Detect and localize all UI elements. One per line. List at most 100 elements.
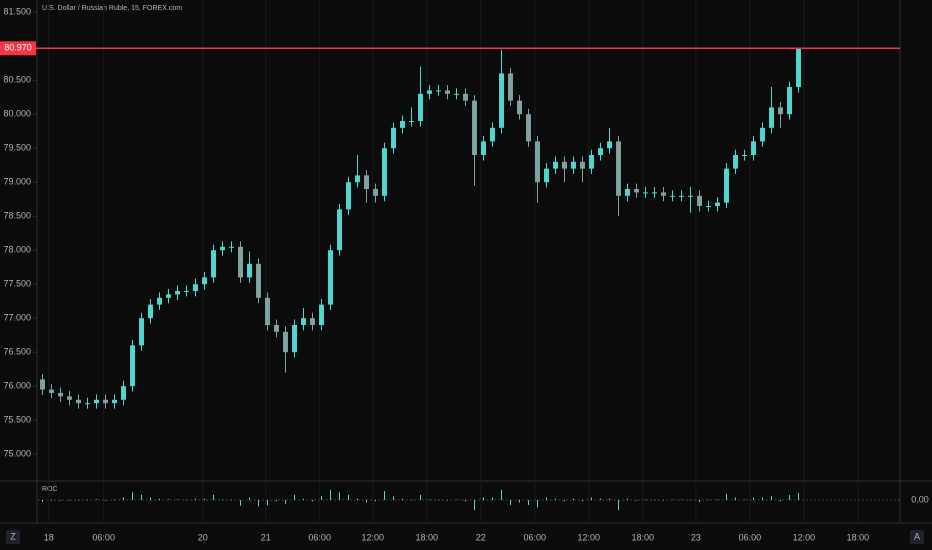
candle-body bbox=[598, 148, 603, 156]
price-label-box bbox=[0, 41, 36, 56]
candle-body bbox=[544, 168, 549, 183]
candle-body bbox=[301, 318, 306, 325]
candle-body bbox=[751, 141, 756, 156]
button[interactable] bbox=[6, 530, 20, 544]
candle-body bbox=[346, 182, 351, 210]
candle-body bbox=[553, 161, 558, 169]
candle-body bbox=[193, 284, 198, 291]
candle-body bbox=[517, 100, 522, 115]
candle-body bbox=[202, 277, 207, 285]
candle-body bbox=[742, 155, 747, 157]
x-tick-label: 18:00 bbox=[632, 532, 655, 542]
candle-body bbox=[157, 297, 162, 305]
candle-body bbox=[490, 127, 495, 142]
y-tick-label: 81.500 bbox=[3, 7, 31, 17]
candle-body bbox=[733, 155, 738, 169]
x-tick-label: 12:00 bbox=[362, 532, 385, 542]
candle-body bbox=[67, 396, 72, 400]
button[interactable] bbox=[910, 530, 924, 544]
y-tick-label: 79.000 bbox=[3, 177, 31, 187]
candle-body bbox=[112, 399, 117, 404]
x-tick-label: 18:00 bbox=[847, 532, 870, 542]
candle-body bbox=[634, 189, 639, 193]
candle-body bbox=[427, 90, 432, 94]
candle-body bbox=[283, 331, 288, 353]
price-label: 80.970 bbox=[4, 43, 32, 53]
x-tick-label: 06:00 bbox=[308, 532, 331, 542]
x-tick-label: 06:00 bbox=[92, 532, 115, 542]
candle-body bbox=[787, 87, 792, 115]
candle-body bbox=[697, 195, 702, 207]
candle-body bbox=[103, 399, 108, 404]
candle-body bbox=[247, 263, 252, 278]
candle-body bbox=[472, 100, 477, 156]
candle-body bbox=[571, 161, 576, 169]
x-tick-label: 23 bbox=[691, 532, 701, 542]
y-tick-label: 80.000 bbox=[3, 109, 31, 119]
candle-body bbox=[337, 209, 342, 251]
candle-body bbox=[526, 114, 531, 142]
candle-body bbox=[508, 73, 513, 101]
candle-body bbox=[355, 175, 360, 183]
candle-body bbox=[391, 127, 396, 149]
candle-body bbox=[265, 297, 270, 325]
candle-body bbox=[58, 392, 63, 397]
y-tick-label: 76.500 bbox=[3, 347, 31, 357]
y-tick-label: 78.000 bbox=[3, 245, 31, 255]
y-tick-label: 77.500 bbox=[3, 279, 31, 289]
y-tick-label: 76.000 bbox=[3, 381, 31, 391]
chart-title: U.S. Dollar / Russian Ruble, 15, FOREX.c… bbox=[42, 5, 182, 12]
button-label[interactable]: A bbox=[914, 531, 920, 541]
candle-body bbox=[589, 155, 594, 169]
candle-body bbox=[310, 318, 315, 325]
indicator-tick-label: 0.00 bbox=[911, 494, 929, 504]
candle-body bbox=[463, 93, 468, 101]
y-tick-label: 80.500 bbox=[3, 75, 31, 85]
candle-body bbox=[760, 127, 765, 142]
x-tick-label: 21 bbox=[261, 532, 271, 542]
candle-body bbox=[499, 73, 504, 128]
indicator-name: ROC bbox=[42, 486, 58, 493]
candle-body bbox=[445, 90, 450, 94]
candle-body bbox=[148, 304, 153, 319]
candle-body bbox=[724, 168, 729, 203]
y-tick-label: 75.500 bbox=[3, 415, 31, 425]
candle-body bbox=[706, 206, 711, 208]
x-tick-label: 06:00 bbox=[524, 532, 547, 542]
candle-body bbox=[670, 195, 675, 197]
candle-body bbox=[715, 202, 720, 207]
candle-body bbox=[436, 90, 441, 92]
candle-body bbox=[418, 93, 423, 122]
x-tick-label: 06:00 bbox=[739, 532, 762, 542]
candle-body bbox=[184, 290, 189, 292]
candle-body bbox=[796, 48, 801, 88]
candle-body bbox=[175, 290, 180, 295]
candle-body bbox=[121, 386, 126, 400]
candle-body bbox=[94, 399, 99, 404]
candle-body bbox=[166, 294, 171, 298]
x-tick-label: 18 bbox=[44, 532, 54, 542]
candle-body bbox=[211, 250, 216, 278]
candle-body bbox=[643, 192, 648, 194]
candle-body bbox=[607, 141, 612, 149]
candle-body bbox=[328, 250, 333, 305]
candle-body bbox=[688, 195, 693, 197]
candle-body bbox=[40, 379, 45, 390]
candle-body bbox=[382, 148, 387, 196]
candle-body bbox=[274, 324, 279, 332]
candle-body bbox=[256, 263, 261, 298]
candle-body bbox=[769, 107, 774, 128]
button-label[interactable]: Z bbox=[10, 531, 16, 541]
candle-body bbox=[130, 345, 135, 387]
y-tick-label: 75.000 bbox=[3, 449, 31, 459]
candle-body bbox=[580, 161, 585, 169]
y-tick-label: 79.500 bbox=[3, 143, 31, 153]
candle-body bbox=[364, 175, 369, 190]
candle-body bbox=[220, 246, 225, 251]
candle-body bbox=[616, 141, 621, 196]
x-tick-label: 12:00 bbox=[793, 532, 816, 542]
candle-body bbox=[373, 189, 378, 196]
candle-body bbox=[409, 121, 414, 123]
